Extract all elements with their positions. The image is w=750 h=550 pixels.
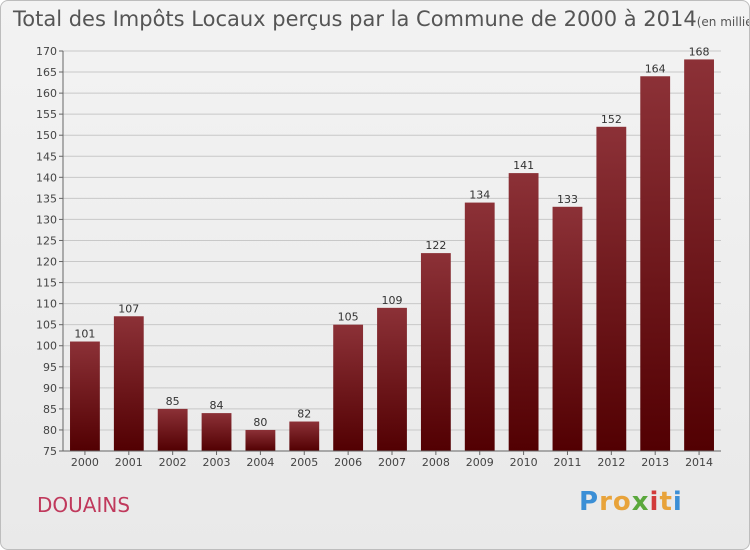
y-tick-label: 170	[36, 45, 57, 58]
x-tick-label-2005: 2005	[290, 456, 318, 469]
x-tick-label-2000: 2000	[71, 456, 99, 469]
bars	[70, 59, 714, 452]
brand-letter: x	[631, 487, 650, 517]
bar-2006	[333, 324, 364, 451]
bar-2012	[596, 126, 627, 451]
y-tick-label: 165	[36, 66, 57, 79]
title-unit: (en milliers d'€)	[696, 15, 749, 29]
y-tick-label: 130	[36, 213, 57, 226]
value-label-2008: 122	[425, 239, 446, 252]
x-tick-label-2011: 2011	[553, 456, 581, 469]
value-label-2002: 85	[166, 395, 180, 408]
x-tick-label-2002: 2002	[159, 456, 187, 469]
value-label-2000: 101	[74, 328, 95, 341]
y-tick-label: 110	[36, 298, 57, 311]
y-tick-label: 95	[43, 361, 57, 374]
axes	[59, 50, 721, 455]
bar-2009	[464, 202, 495, 451]
y-tick-label: 160	[36, 87, 57, 100]
x-tick-label-2010: 2010	[510, 456, 538, 469]
x-tick-label-2001: 2001	[115, 456, 143, 469]
bar-2002	[157, 408, 188, 451]
bar-2014	[684, 59, 714, 451]
bar-2000	[70, 341, 100, 451]
value-label-2012: 152	[601, 113, 622, 126]
bar-2011	[552, 206, 583, 451]
y-tick-label: 115	[36, 277, 57, 290]
commune-name: DOUAINS	[37, 493, 131, 517]
chart-title: Total des Impôts Locaux perçus par la Co…	[13, 7, 749, 31]
brand-letter: P	[579, 487, 600, 517]
x-tick-label-2006: 2006	[334, 456, 362, 469]
brand-letter: t	[659, 487, 673, 517]
y-tick-label: 80	[43, 424, 57, 437]
brand-letter: r	[599, 487, 613, 517]
y-tick-label: 120	[36, 256, 57, 269]
x-tick-label-2009: 2009	[466, 456, 494, 469]
x-tick-label-2008: 2008	[422, 456, 450, 469]
y-tick-label: 145	[36, 150, 57, 163]
bar-2004	[245, 429, 276, 451]
brand-letter: i	[649, 487, 660, 517]
x-tick-label-2012: 2012	[597, 456, 625, 469]
x-tick-label-2013: 2013	[641, 456, 669, 469]
y-tick-label: 85	[43, 403, 57, 416]
value-label-2009: 134	[469, 189, 490, 202]
bar-2013	[640, 76, 671, 452]
y-tick-label: 75	[43, 445, 57, 458]
value-label-2013: 164	[645, 62, 666, 75]
y-tick-label: 100	[36, 340, 57, 353]
bar-2001	[113, 316, 144, 451]
bar-2003	[201, 413, 232, 451]
brand-letter: o	[612, 487, 632, 517]
x-tick-label-2003: 2003	[203, 456, 231, 469]
labels: 75 80 85 90 95 100 105 110 115 120 125 130 135 140 145…	[36, 45, 713, 469]
value-label-2011: 133	[557, 193, 578, 206]
bar-2010	[508, 173, 539, 451]
value-label-2001: 107	[118, 302, 139, 315]
brand-letter: i	[672, 487, 683, 517]
x-tick-label-2007: 2007	[378, 456, 406, 469]
bar-2007	[377, 307, 407, 451]
brand-logo: Proxiti	[579, 487, 683, 517]
y-tick-label: 105	[36, 319, 57, 332]
value-label-2006: 105	[338, 311, 359, 324]
value-label-2010: 141	[513, 159, 534, 172]
value-label-2004: 80	[253, 416, 267, 429]
value-label-2007: 109	[382, 294, 403, 307]
bar-2005	[289, 421, 320, 451]
value-label-2005: 82	[297, 408, 311, 421]
y-tick-label: 155	[36, 108, 57, 121]
x-tick-label-2014: 2014	[685, 456, 713, 469]
title-main: Total des Impôts Locaux perçus par la Co…	[13, 7, 697, 31]
y-tick-label: 125	[36, 234, 57, 247]
y-tick-label: 140	[36, 171, 57, 184]
y-tick-label: 150	[36, 129, 57, 142]
x-tick-label-2004: 2004	[246, 456, 274, 469]
bar-2008	[420, 253, 451, 451]
y-tick-label: 90	[43, 382, 57, 395]
value-label-2014: 168	[689, 45, 710, 58]
value-label-2003: 84	[210, 399, 224, 412]
y-tick-label: 135	[36, 192, 57, 205]
